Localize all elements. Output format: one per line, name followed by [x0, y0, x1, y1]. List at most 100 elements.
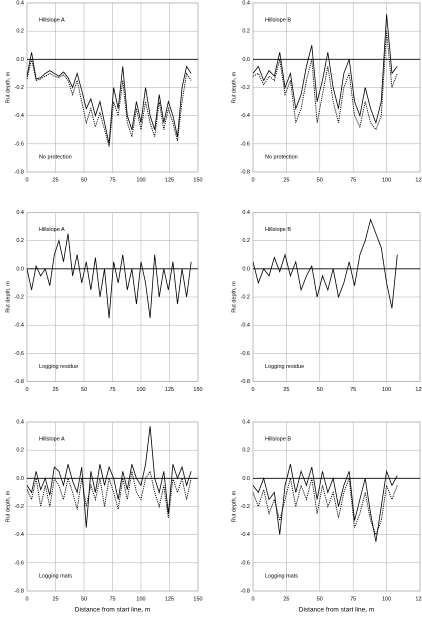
series-line [26, 426, 192, 528]
x-tick-label: 75 [350, 177, 356, 183]
x-tick-label: 100 [136, 387, 145, 393]
x-tick-label: 50 [81, 596, 87, 602]
y-axis-title: Rut depth, m [5, 281, 11, 313]
x-tick-label: 100 [382, 177, 391, 183]
y-tick-label: 0.0 [242, 476, 250, 482]
x-tick-label: 25 [283, 177, 289, 183]
y-tick-label: -0.6 [15, 351, 24, 357]
x-tick-label: 50 [317, 596, 323, 602]
panel-label: Hillslope A [39, 227, 65, 233]
x-tick-label: 75 [109, 596, 115, 602]
x-tick-label: 125 [415, 177, 422, 183]
y-tick-label: 0.0 [242, 266, 250, 272]
x-tick-label: 0 [25, 387, 28, 393]
x-tick-label: 150 [193, 596, 202, 602]
y-tick-label: 0.2 [16, 448, 24, 454]
y-tick-label: 0.2 [242, 448, 250, 454]
x-tick-label: 0 [251, 177, 254, 183]
y-tick-label: -0.4 [241, 323, 250, 329]
x-tick-label: 150 [193, 387, 202, 393]
y-tick-label: 0.4 [242, 0, 250, 6]
y-axis-title: Rut depth, m [5, 71, 11, 103]
treatment-label: No protection [39, 154, 72, 160]
x-tick-label: 25 [283, 387, 289, 393]
y-tick-label: 0.0 [16, 476, 24, 482]
y-tick-label: -0.8 [241, 169, 250, 175]
y-tick-label: -0.4 [15, 323, 24, 329]
x-tick-label: 100 [382, 596, 391, 602]
x-tick-label: 50 [317, 387, 323, 393]
x-tick-label: 75 [109, 387, 115, 393]
x-tick-label: 75 [350, 387, 356, 393]
x-tick-label: 25 [52, 387, 58, 393]
panel-label: Hillslope B [265, 436, 291, 442]
y-tick-label: 0.4 [242, 419, 250, 425]
y-tick-label: -0.2 [15, 504, 24, 510]
x-tick-label: 100 [382, 387, 391, 393]
x-tick-label: 125 [415, 387, 422, 393]
x-tick-label: 50 [317, 177, 323, 183]
y-tick-label: 0.4 [16, 0, 24, 6]
y-tick-label: -0.8 [241, 379, 250, 385]
y-tick-label: 0.2 [16, 29, 24, 35]
y-tick-label: 0.2 [16, 238, 24, 244]
x-tick-label: 25 [52, 596, 58, 602]
x-tick-label: 0 [25, 177, 28, 183]
y-tick-label: 0.0 [16, 266, 24, 272]
y-tick-label: -0.6 [241, 141, 250, 147]
y-tick-label: -0.8 [241, 588, 250, 594]
y-axis-title: Rut depth, m [5, 490, 11, 522]
x-tick-label: 125 [415, 596, 422, 602]
y-tick-label: -0.4 [241, 113, 250, 119]
y-tick-label: -0.2 [241, 504, 250, 510]
y-tick-label: 0.4 [16, 210, 24, 216]
x-tick-label: 150 [193, 177, 202, 183]
panel-label: Hillslope A [39, 17, 65, 23]
y-tick-label: -0.2 [15, 294, 24, 300]
y-tick-label: -0.8 [15, 169, 24, 175]
treatment-label: Logging residue [265, 364, 304, 370]
y-tick-label: 0.0 [242, 57, 250, 63]
y-tick-label: 0.4 [16, 419, 24, 425]
y-tick-label: -0.8 [15, 588, 24, 594]
x-tick-label: 100 [136, 177, 145, 183]
panel-label: Hillslope B [265, 17, 291, 23]
y-tick-label: -0.6 [241, 351, 250, 357]
treatment-label: Logging mats [39, 573, 72, 579]
x-tick-label: 0 [25, 596, 28, 602]
y-tick-label: -0.2 [15, 85, 24, 91]
x-tick-label: 0 [251, 387, 254, 393]
y-tick-label: -0.2 [241, 85, 250, 91]
series-line [26, 52, 192, 144]
y-tick-label: -0.4 [15, 532, 24, 538]
treatment-label: Logging mats [265, 573, 298, 579]
series-line-dotted [26, 470, 192, 518]
y-tick-label: -0.8 [15, 379, 24, 385]
y-tick-label: -0.6 [15, 560, 24, 566]
x-tick-label: 75 [350, 596, 356, 602]
panel-label: Hillslope B [265, 227, 291, 233]
series-line-dotted [252, 478, 398, 536]
x-tick-label: 50 [81, 387, 87, 393]
treatment-label: No protection [265, 154, 298, 160]
y-axis-title: Rut depth, m [231, 71, 237, 103]
y-tick-label: 0.2 [242, 29, 250, 35]
x-tick-label: 100 [136, 596, 145, 602]
y-tick-label: -0.2 [241, 294, 250, 300]
treatment-label: Logging residue [39, 364, 78, 370]
y-axis-title: Rut depth, m [231, 281, 237, 313]
y-axis-title: Rut depth, m [231, 490, 237, 522]
x-tick-label: 125 [165, 387, 174, 393]
x-tick-label: 50 [81, 177, 87, 183]
x-tick-label: 125 [165, 177, 174, 183]
x-tick-label: 25 [283, 596, 289, 602]
x-tick-label: 125 [165, 596, 174, 602]
x-axis-title: Distance from start line, m [299, 607, 375, 614]
series-line [26, 233, 192, 319]
series-line [252, 218, 398, 309]
y-tick-label: 0.4 [242, 210, 250, 216]
y-tick-label: -0.4 [15, 113, 24, 119]
series-line-dotted [26, 59, 192, 147]
x-tick-label: 25 [52, 177, 58, 183]
